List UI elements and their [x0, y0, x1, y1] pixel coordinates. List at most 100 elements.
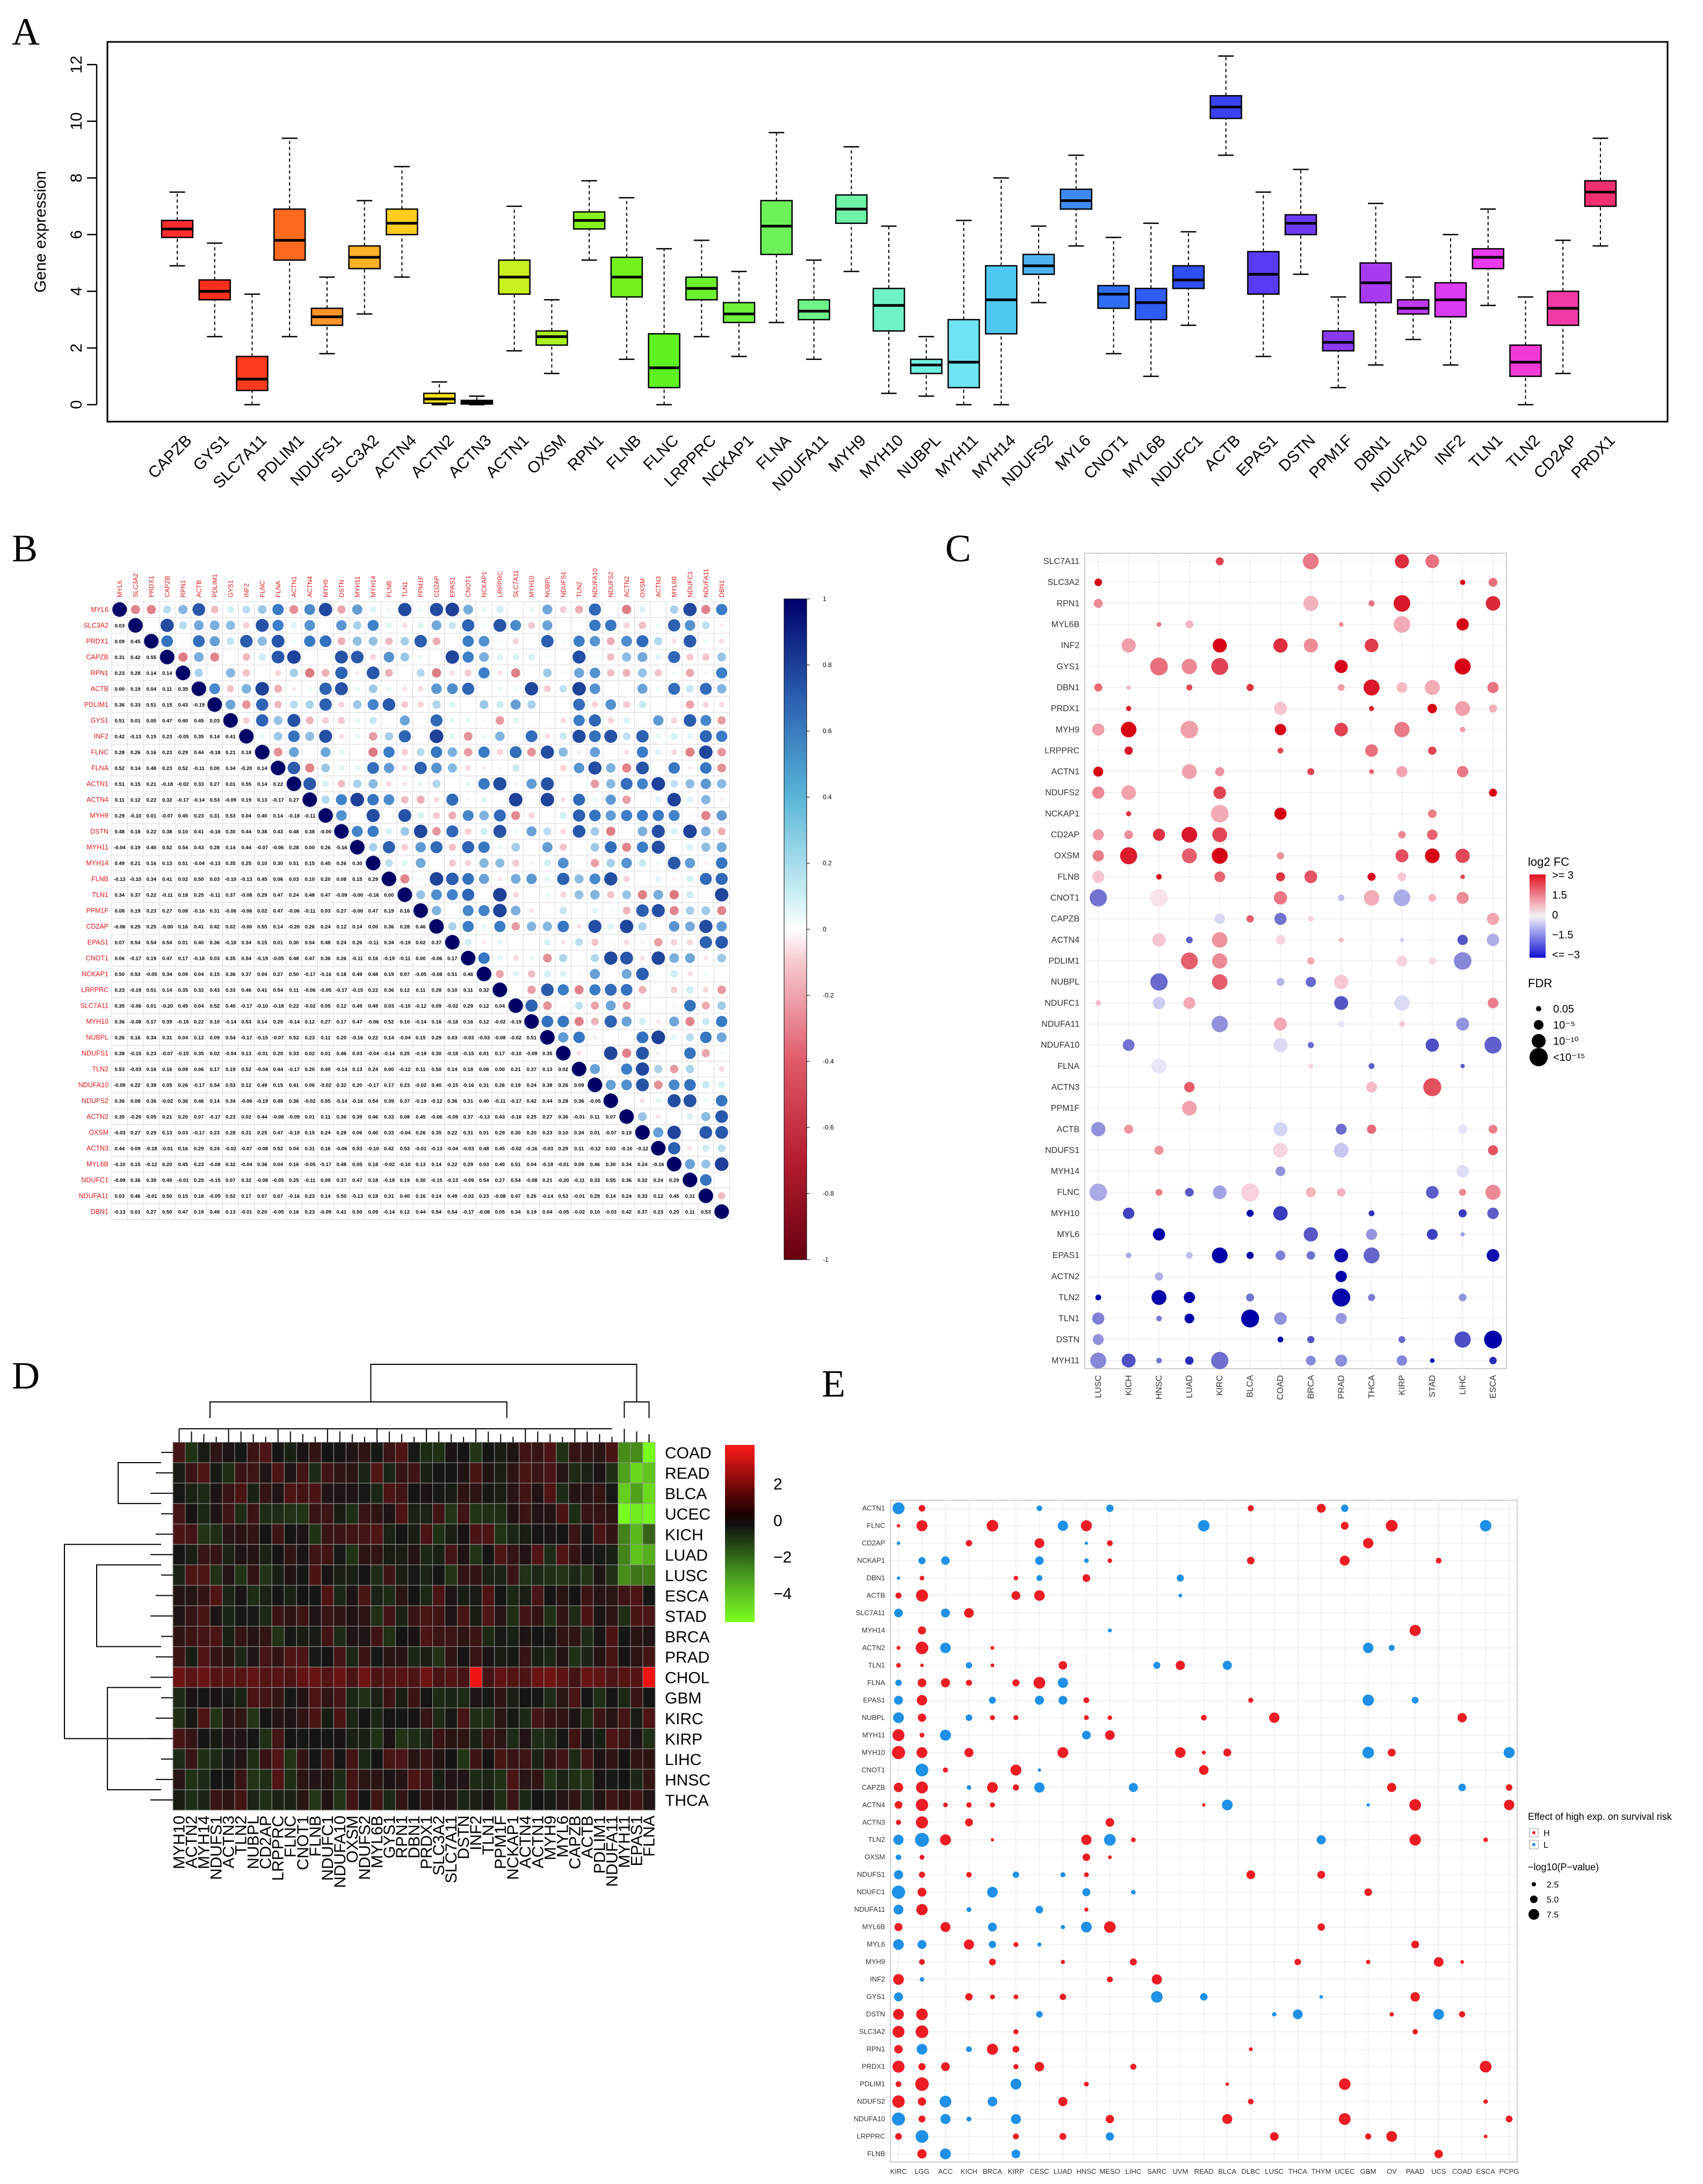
heat-cell: [581, 1667, 594, 1688]
corr-value: -0.05: [209, 1194, 221, 1199]
corr-circle: [557, 984, 569, 996]
corr-value: 0.32: [479, 987, 489, 993]
corr-value: 0.30: [432, 1051, 442, 1057]
corr-circle: [307, 686, 312, 691]
corr-value: -0.16: [526, 1146, 538, 1152]
heat-cell: [581, 1442, 594, 1463]
heat-cell: [382, 1605, 396, 1626]
corr-value: -0.14: [336, 1067, 347, 1073]
survival-dot: [990, 1802, 995, 1808]
survival-dot: [990, 1838, 994, 1842]
corr-circle: [702, 621, 710, 630]
heat-cell: [358, 1482, 371, 1504]
corr-circle: [717, 652, 727, 662]
box-gys1: GYS1: [190, 242, 233, 474]
corr-circle: [604, 872, 618, 886]
heat-cell: [457, 1728, 470, 1749]
row-label: SLC3A2: [1047, 578, 1079, 587]
survival-dot: [1272, 2012, 1277, 2017]
fc-dot: [1153, 828, 1165, 841]
corr-circle: [683, 825, 697, 838]
corr-circle: [685, 858, 695, 869]
corr-circle: [656, 860, 661, 866]
corr-value: 0.15: [178, 1194, 189, 1199]
fc-dot: [1211, 658, 1228, 675]
survival-dot: [895, 1592, 902, 1599]
survival-dot: [919, 1959, 925, 1965]
heat-cell: [432, 1667, 446, 1688]
survival-dot: [1108, 1855, 1112, 1860]
survival-dot: [1107, 1540, 1113, 1546]
corr-circle: [637, 890, 647, 900]
corr-value: 0.13: [162, 1130, 172, 1136]
corr-circle: [717, 1001, 726, 1010]
fc-dot: [1276, 978, 1285, 986]
corr-circle: [194, 652, 204, 662]
heat-cell: [494, 1748, 508, 1770]
corr-circle: [482, 940, 487, 945]
corr-value: 0.29: [495, 1130, 505, 1136]
survival-dot: [1222, 1799, 1233, 1811]
diag-circle: [318, 808, 333, 823]
survival-dot: [896, 1576, 901, 1580]
corr-circle: [353, 621, 362, 630]
heat-cell: [321, 1748, 334, 1770]
corr-value: 0.03: [321, 908, 331, 914]
corr-circle: [655, 796, 662, 803]
row-label: NCKAP1: [857, 1556, 885, 1564]
legend-fdr-dot: [1536, 1006, 1541, 1011]
corr-value: -0.03: [114, 1130, 126, 1136]
heat-cell: [543, 1687, 557, 1709]
corr-value: 0.29: [463, 1003, 474, 1009]
survival-dot: [1504, 1799, 1514, 1810]
heat-cell: [469, 1585, 483, 1606]
row-label: MYH14: [862, 1626, 885, 1634]
corr-value: -0.00: [320, 829, 331, 835]
heat-cell: [457, 1482, 470, 1504]
corr-circle: [653, 1127, 664, 1138]
corr-circle: [496, 700, 504, 708]
corr-circle: [337, 637, 346, 646]
heat-cell: [531, 1544, 545, 1565]
fc-dot: [1335, 660, 1348, 674]
heat-cell: [618, 1789, 631, 1811]
corr-value: -0.07: [272, 1035, 284, 1041]
heat-cell: [482, 1626, 495, 1647]
corr-value: 0.50: [162, 1209, 172, 1215]
fc-dot: [1427, 829, 1438, 840]
row-label: PPM1F: [86, 907, 108, 914]
corr-circle: [621, 809, 633, 821]
heat-cell: [358, 1789, 371, 1811]
corr-value: -0.06: [114, 924, 126, 930]
row-label: PPM1F: [1051, 1104, 1080, 1113]
legend-fdr-tick: 10⁻⁵: [1553, 1019, 1575, 1031]
corr-value: -0.17: [241, 1035, 252, 1041]
corr-value: 0.12: [479, 1019, 489, 1025]
fc-dot: [1120, 847, 1137, 865]
heat-cell: [581, 1789, 594, 1811]
heat-cell: [172, 1748, 186, 1770]
corr-value: -0.12: [415, 1003, 426, 1009]
heat-cell: [271, 1646, 285, 1668]
corr-value: -0.06: [304, 987, 316, 993]
heat-cell: [209, 1605, 223, 1626]
heat-cell: [543, 1708, 557, 1729]
corr-circle: [639, 986, 647, 994]
corr-circle: [194, 668, 204, 677]
corr-value: 0.35: [226, 956, 236, 961]
fc-dot: [1489, 789, 1497, 797]
heat-cell: [209, 1687, 223, 1709]
heat-cell: [197, 1544, 211, 1565]
fc-dot: [1241, 1309, 1259, 1328]
col-label: ACTB: [578, 1816, 596, 1858]
fc-dot: [1337, 1188, 1346, 1197]
heat-cell: [445, 1503, 458, 1524]
corr-circle: [605, 794, 616, 805]
fc-dot: [1455, 701, 1470, 716]
corr-value: 0.00: [147, 718, 157, 724]
corr-value: 0.29: [669, 1177, 679, 1183]
corr-circle: [654, 637, 663, 646]
corr-circle: [545, 892, 550, 898]
heat-cell: [296, 1585, 309, 1606]
heat-cell: [271, 1544, 285, 1565]
